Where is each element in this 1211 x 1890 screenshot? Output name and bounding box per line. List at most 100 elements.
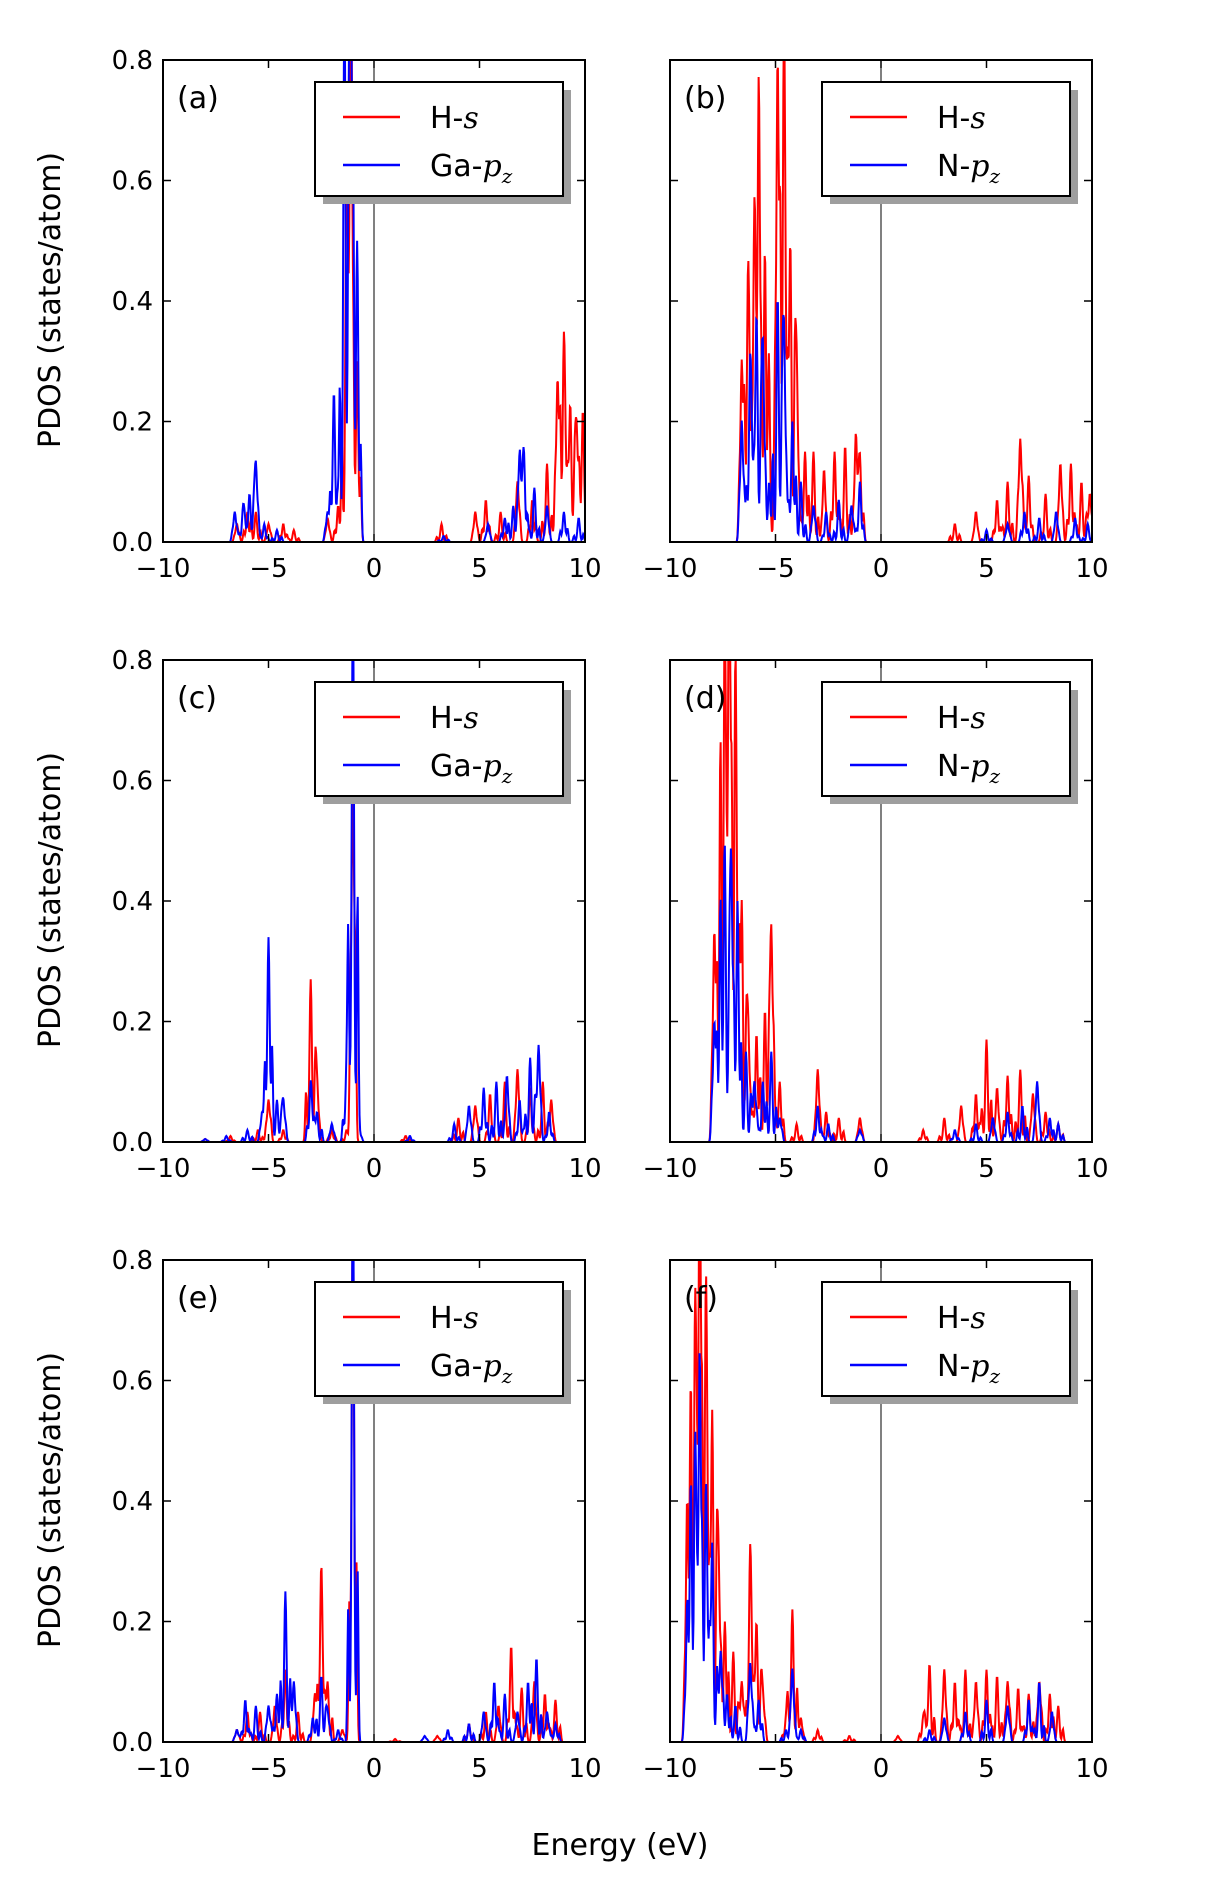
- series-line-n-pz: [670, 845, 1092, 1142]
- x-tick-label: −10: [643, 554, 698, 584]
- series-line-h-s: [163, 776, 585, 1142]
- panel-b: −10 −5 0 5 10 (b) H-s N-pz: [643, 59, 1109, 584]
- legend-entry-label: H-s: [430, 701, 479, 736]
- legend-box: [821, 81, 1071, 197]
- x-tick-label: 5: [978, 1154, 995, 1184]
- x-tick-label: 5: [471, 1154, 488, 1184]
- x-tick-label: 5: [978, 554, 995, 584]
- y-tick-label: 0.6: [112, 767, 153, 797]
- legend: H-s Ga-pz: [314, 681, 571, 804]
- series-line-n-pz: [670, 302, 1092, 542]
- legend-entry-label: N-pz: [937, 749, 1001, 788]
- x-tick-label: 10: [568, 554, 601, 584]
- y-tick-label: 0.6: [112, 167, 153, 197]
- x-tick-label: 10: [568, 1754, 601, 1784]
- panel-label: (e): [177, 1281, 219, 1316]
- x-tick-label: 5: [471, 1754, 488, 1784]
- legend-entry-label: Ga-pz: [430, 749, 513, 788]
- y-tick-label: 0.6: [112, 1367, 153, 1397]
- legend-box: [314, 681, 564, 797]
- y-axis-title-top: PDOS (states/atom): [33, 152, 68, 448]
- x-tick-label: −5: [249, 554, 287, 584]
- panel-label: (c): [177, 681, 217, 716]
- x-tick-label: −10: [136, 554, 191, 584]
- panel-a: −10 −5 0 5 10 0.0 0.2 0.4 0.6 0.8 (a) H-s Ga-pz: [112, 46, 602, 584]
- x-tick-label: 10: [1075, 554, 1108, 584]
- y-tick-label: 0.8: [112, 646, 153, 676]
- panel-c: −10 −5 0 5 10 0.0 0.2 0.4 0.6 0.8 (c) H-s Ga-pz: [112, 646, 602, 1184]
- y-tick-label: 0.8: [112, 1246, 153, 1276]
- y-tick-label: 0.8: [112, 46, 153, 76]
- plot-area: [670, 60, 1092, 542]
- legend-entry-label: H-s: [937, 101, 986, 136]
- x-tick-label: 5: [978, 1754, 995, 1784]
- x-tick-label: −5: [249, 1754, 287, 1784]
- panel-f: −10 −5 0 5 10 (f) H-s N-pz: [643, 1259, 1109, 1784]
- x-tick-label: −10: [643, 1154, 698, 1184]
- panel-label: (a): [177, 81, 219, 116]
- x-tick-label: 10: [1075, 1154, 1108, 1184]
- y-tick-label: 0.2: [112, 408, 153, 438]
- legend: H-s N-pz: [821, 681, 1078, 804]
- x-tick-label: 0: [873, 1154, 890, 1184]
- panel-label: (f): [684, 1281, 718, 1316]
- legend-box: [314, 81, 564, 197]
- y-tick-label: 0.0: [112, 528, 153, 558]
- x-tick-label: 0: [366, 1754, 383, 1784]
- legend-entry-label: H-s: [937, 1301, 986, 1336]
- plot-area: [670, 660, 1092, 1142]
- legend: H-s Ga-pz: [314, 1281, 571, 1404]
- x-tick-label: −5: [756, 1154, 794, 1184]
- x-tick-label: −10: [136, 1154, 191, 1184]
- legend-entry-label: Ga-pz: [430, 149, 513, 188]
- plot-area: [163, 660, 585, 1142]
- panels-group: −10 −5 0 5 10 0.0 0.2 0.4 0.6 0.8 (a) H-s Ga-pz −10 −5…: [112, 46, 1109, 1784]
- panel-e: −10 −5 0 5 10 0.0 0.2 0.4 0.6 0.8 (e) H-s Ga-pz: [112, 1246, 602, 1784]
- plot-area: [163, 1260, 585, 1742]
- legend: H-s N-pz: [821, 81, 1078, 204]
- legend-box: [314, 1281, 564, 1397]
- x-tick-label: 5: [471, 554, 488, 584]
- x-tick-label: 0: [366, 1154, 383, 1184]
- legend-entry-label: Ga-pz: [430, 1349, 513, 1388]
- legend-box: [821, 1281, 1071, 1397]
- plot-area: [163, 60, 585, 542]
- legend-box: [821, 681, 1071, 797]
- y-tick-label: 0.4: [112, 287, 153, 317]
- legend-entry-label: N-pz: [937, 1349, 1001, 1388]
- y-axis-title-middle: PDOS (states/atom): [33, 752, 68, 1048]
- x-axis-title: Energy (eV): [532, 1828, 709, 1863]
- y-axis-title-bottom: PDOS (states/atom): [33, 1352, 68, 1648]
- y-tick-label: 0.0: [112, 1728, 153, 1758]
- x-tick-label: −5: [756, 1754, 794, 1784]
- x-tick-label: 0: [366, 554, 383, 584]
- legend-entry-label: N-pz: [937, 149, 1001, 188]
- panel-label: (d): [684, 681, 726, 716]
- legend-entry-label: H-s: [937, 701, 986, 736]
- y-tick-label: 0.0: [112, 1128, 153, 1158]
- legend-entry-label: H-s: [430, 101, 479, 136]
- x-tick-label: 10: [568, 1154, 601, 1184]
- series-line-h-s: [670, 1260, 1092, 1742]
- x-tick-label: −5: [756, 554, 794, 584]
- x-tick-label: −10: [643, 1754, 698, 1784]
- legend: H-s Ga-pz: [314, 81, 571, 204]
- x-tick-label: −5: [249, 1154, 287, 1184]
- panel-label: (b): [684, 81, 726, 116]
- x-tick-label: 0: [873, 554, 890, 584]
- x-tick-label: −10: [136, 1754, 191, 1784]
- series-line-ga-pz: [163, 1260, 585, 1742]
- legend: H-s N-pz: [821, 1281, 1078, 1404]
- x-tick-label: 0: [873, 1754, 890, 1784]
- y-tick-label: 0.4: [112, 887, 153, 917]
- panel-d: −10 −5 0 5 10 (d) H-s N-pz: [643, 659, 1109, 1184]
- legend-entry-label: H-s: [430, 1301, 479, 1336]
- y-tick-label: 0.2: [112, 1608, 153, 1638]
- x-tick-label: 10: [1075, 1754, 1108, 1784]
- y-tick-label: 0.2: [112, 1008, 153, 1038]
- y-tick-label: 0.4: [112, 1487, 153, 1517]
- series-line-ga-pz: [163, 660, 585, 1142]
- series-line-ga-pz: [163, 60, 585, 542]
